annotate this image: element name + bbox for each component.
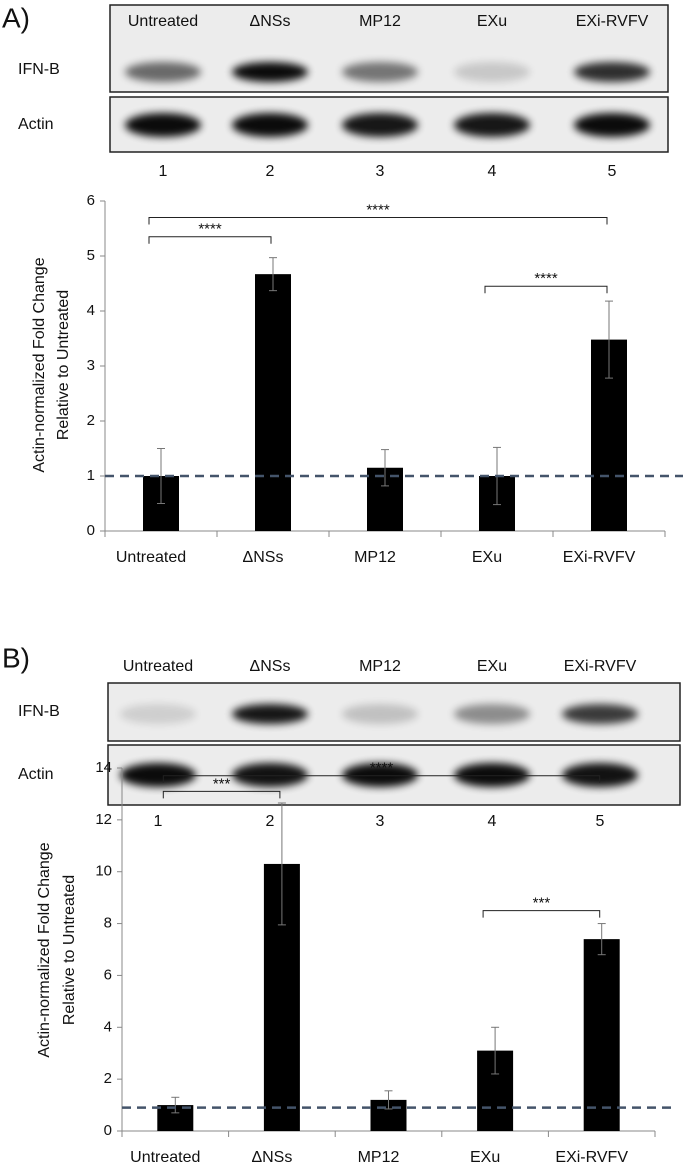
significance-label: *** [533, 895, 551, 912]
blot-band [454, 763, 530, 787]
y-tick-label: 6 [87, 192, 95, 209]
blot-band [120, 704, 196, 724]
blot-row-label: IFN-B [18, 61, 60, 78]
significance-label: **** [370, 760, 394, 777]
blot-band [120, 763, 196, 787]
panel-label: B) [2, 642, 30, 673]
blot-band [125, 113, 201, 137]
significance-bracket [484, 285, 608, 294]
lane-label: MP12 [359, 13, 401, 30]
y-tick-label: 2 [104, 1070, 112, 1087]
significance-label: **** [366, 201, 390, 218]
lane-label: Untreated [128, 13, 198, 30]
x-tick-label: Untreated [116, 549, 186, 566]
lane-label: EXu [477, 13, 507, 30]
y-tick-label: 12 [95, 811, 112, 828]
y-tick-label: 0 [104, 1122, 112, 1139]
panel-label: A) [2, 2, 30, 33]
y-tick-label: 4 [104, 1018, 112, 1035]
y-tick-label: 8 [104, 915, 112, 932]
x-tick-label: EXu [472, 549, 502, 566]
blot-band [232, 763, 308, 787]
blot-band [125, 62, 201, 82]
x-tick-label: Untreated [130, 1149, 200, 1166]
lane-number: 4 [488, 163, 497, 180]
blot-band [454, 113, 530, 137]
significance-bracket [162, 790, 281, 799]
blot-band [562, 704, 638, 724]
lane-number: 4 [488, 813, 497, 830]
x-tick-label: EXi-RVFV [563, 549, 636, 566]
x-tick-label: ΔNSs [243, 549, 284, 566]
blot-band [574, 113, 650, 137]
y-axis-label: Actin-normalized Fold Change [36, 842, 53, 1057]
x-tick-label: EXi-RVFV [555, 1149, 628, 1166]
significance-bracket [148, 236, 272, 244]
lane-number: 3 [376, 163, 385, 180]
blot-band [342, 763, 418, 787]
y-tick-label: 0 [87, 522, 95, 539]
x-tick-label: ΔNSs [251, 1149, 292, 1166]
blot-band [232, 62, 308, 82]
blot-band [454, 704, 530, 724]
y-tick-label: 6 [104, 966, 112, 983]
blot-band [342, 704, 418, 724]
lane-label: MP12 [359, 658, 401, 675]
blot-row-label: Actin [18, 766, 54, 783]
significance-bracket [482, 910, 601, 918]
y-tick-label: 14 [95, 759, 112, 776]
lane-label: Untreated [123, 658, 193, 675]
lane-label: EXi-RVFV [564, 658, 637, 675]
blot-row-label: Actin [18, 116, 54, 133]
blot-row-label: IFN-B [18, 703, 60, 720]
significance-bracket [162, 775, 601, 783]
lane-label: ΔNSs [250, 658, 291, 675]
y-tick-label: 5 [87, 247, 95, 264]
bar [255, 274, 291, 531]
significance-label: *** [213, 775, 231, 792]
lane-number: 2 [266, 813, 275, 830]
significance-bracket [148, 217, 608, 225]
lane-number: 5 [596, 813, 605, 830]
y-tick-label: 1 [87, 467, 95, 484]
lane-label: EXi-RVFV [576, 13, 649, 30]
y-tick-label: 4 [87, 302, 95, 319]
blot-band [232, 113, 308, 137]
x-tick-label: EXu [470, 1149, 500, 1166]
lane-number: 1 [154, 813, 163, 830]
bar [583, 939, 620, 1131]
significance-label: **** [198, 221, 222, 238]
blot-band [342, 113, 418, 137]
y-tick-label: 10 [95, 863, 112, 880]
lane-number: 1 [159, 163, 168, 180]
lane-number: 5 [608, 163, 617, 180]
blot-band [562, 763, 638, 787]
y-tick-label: 3 [87, 357, 95, 374]
y-axis-label: Relative to Untreated [55, 290, 72, 440]
lane-number: 2 [266, 163, 275, 180]
x-tick-label: MP12 [354, 549, 396, 566]
blot-band [232, 704, 308, 724]
lane-label: ΔNSs [250, 13, 291, 30]
lane-number: 3 [376, 813, 385, 830]
lane-label: EXu [477, 658, 507, 675]
significance-label: **** [534, 270, 558, 287]
y-axis-label: Actin-normalized Fold Change [31, 257, 48, 472]
blot-band [454, 62, 530, 82]
y-axis-label: Relative to Untreated [61, 875, 78, 1025]
blot-band [574, 62, 650, 82]
blot-band [342, 62, 418, 82]
x-tick-label: MP12 [358, 1149, 400, 1166]
y-tick-label: 2 [87, 412, 95, 429]
